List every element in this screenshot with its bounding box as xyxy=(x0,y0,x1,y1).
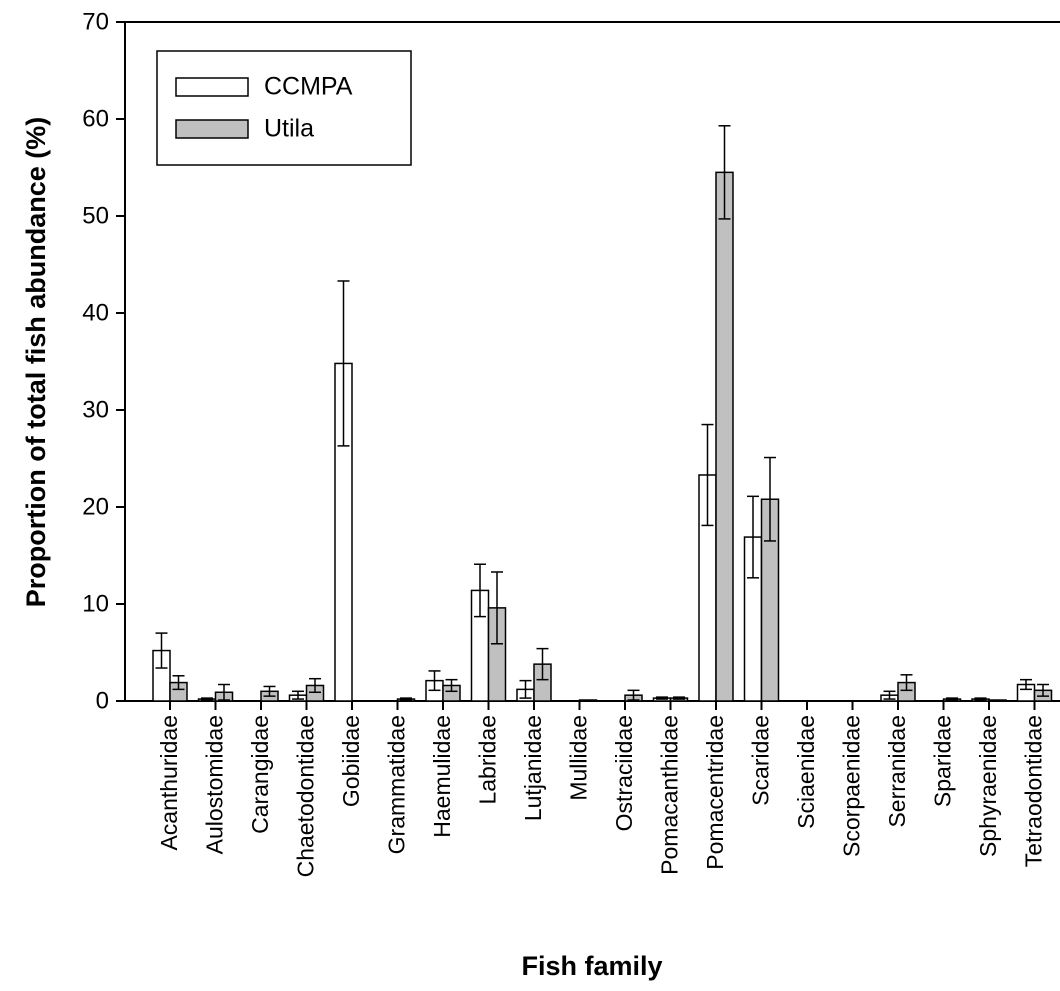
bar xyxy=(578,699,598,702)
y-tick-label: 0 xyxy=(96,687,109,714)
error-bar xyxy=(491,571,503,645)
error-bar xyxy=(292,690,304,700)
x-tick-label: Serranidae xyxy=(884,715,910,828)
error-bar xyxy=(337,280,350,447)
error-bar xyxy=(474,563,486,618)
error-bar xyxy=(747,495,759,579)
error-bar xyxy=(900,674,913,692)
legend-label: CCMPA xyxy=(264,73,353,101)
y-tick-label: 40 xyxy=(82,299,109,326)
error-bar xyxy=(701,423,714,527)
legend-label: Utila xyxy=(264,115,314,143)
error-bar xyxy=(309,677,321,694)
x-tick-label: Lutjanidae xyxy=(520,715,546,821)
error-bar xyxy=(536,647,549,681)
x-tick-label: Scaridae xyxy=(748,715,774,806)
x-axis-label: Fish family xyxy=(521,951,662,981)
x-tick-label: Haemulidae xyxy=(429,715,455,838)
x-tick-label: Gobiidae xyxy=(338,715,364,807)
x-tick-label: Pomacentridae xyxy=(702,715,728,870)
x-tick-label: Sphyraenidae xyxy=(975,715,1001,857)
x-tick-label: Ostraciidae xyxy=(611,715,637,831)
bar xyxy=(988,699,1007,702)
x-tick-label: Sciaenidae xyxy=(793,715,819,829)
error-bar xyxy=(718,125,731,220)
y-tick-label: 10 xyxy=(82,590,109,617)
error-bar xyxy=(1037,683,1049,697)
legend-box xyxy=(156,50,412,166)
x-tick-label: Chaetodontidae xyxy=(293,715,319,877)
x-tick-label: Sparidae xyxy=(930,715,956,807)
legend-swatch xyxy=(175,77,249,97)
y-tick-label: 20 xyxy=(82,493,109,520)
x-tick-label: Scorpaenidae xyxy=(839,715,865,857)
error-bar xyxy=(883,690,896,700)
error-bar xyxy=(263,685,276,697)
x-tick-label: Acanthuridae xyxy=(156,715,182,851)
error-bar xyxy=(201,697,213,701)
bar xyxy=(715,171,734,702)
error-bar xyxy=(1020,678,1032,691)
error-bar xyxy=(764,456,776,542)
x-tick-label: Grammatidae xyxy=(384,715,410,854)
x-tick-label: Pomacanthidae xyxy=(657,715,683,875)
error-bar xyxy=(400,697,412,701)
x-tick-label: Mullidae xyxy=(566,715,592,801)
y-tick-label: 50 xyxy=(82,202,109,229)
error-bar xyxy=(673,696,685,700)
y-tick-label: 70 xyxy=(82,8,109,35)
x-tick-label: Labridae xyxy=(475,715,501,805)
error-bar xyxy=(172,675,185,691)
y-tick-label: 60 xyxy=(82,105,109,132)
error-bar xyxy=(627,689,640,701)
error-bar xyxy=(155,632,168,669)
error-bar xyxy=(445,678,458,693)
error-bar xyxy=(656,696,668,700)
x-tick-label: Aulostomidae xyxy=(202,715,228,854)
error-bar xyxy=(946,697,958,701)
error-bar xyxy=(519,679,532,699)
y-tick-label: 30 xyxy=(82,396,109,423)
error-bar xyxy=(428,670,441,692)
legend-swatch xyxy=(175,119,249,139)
x-tick-label: Tetraodontidae xyxy=(1021,715,1047,867)
error-bar xyxy=(974,697,987,701)
y-axis-label: Proportion of total fish abundance (%) xyxy=(21,117,51,607)
error-bar xyxy=(218,683,230,701)
x-tick-label: Carangidae xyxy=(247,715,273,834)
